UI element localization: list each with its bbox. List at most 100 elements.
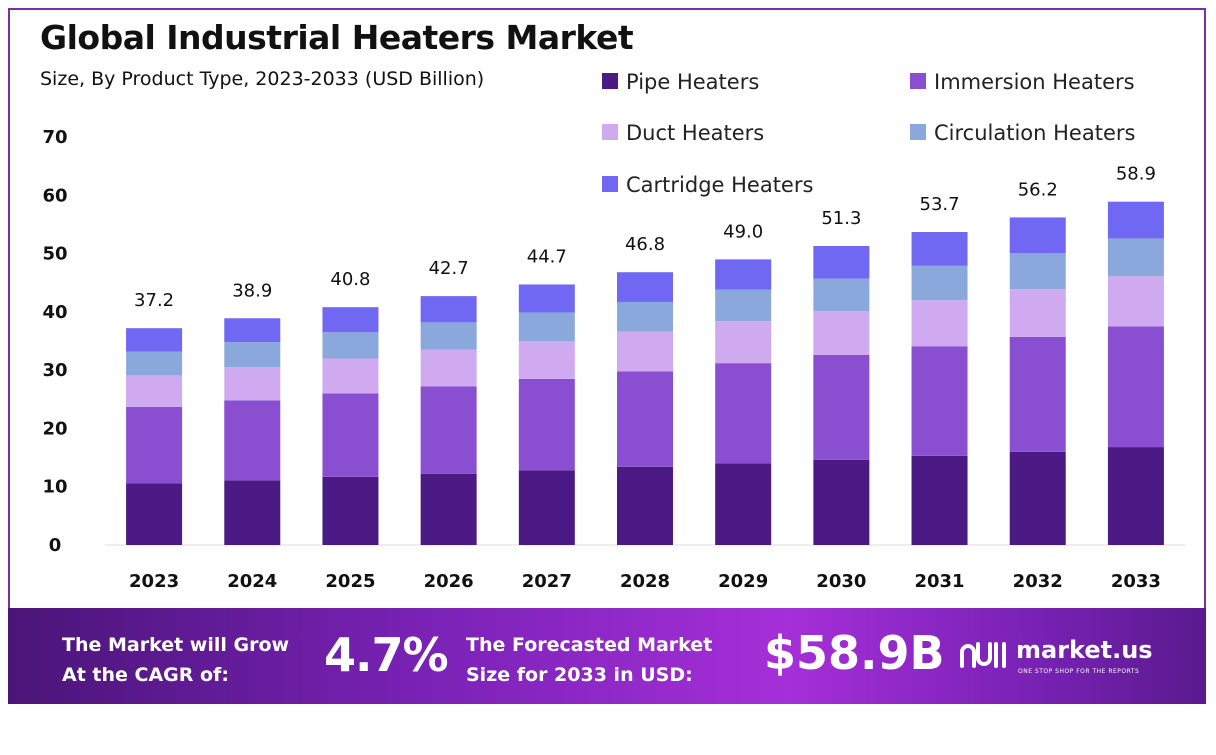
bar-segment-immersion-heaters — [617, 371, 673, 467]
bar-segment-cartridge-heaters — [420, 296, 477, 323]
bar-total-label: 53.7 — [920, 194, 960, 215]
bar-segment-cartridge-heaters — [1009, 217, 1066, 253]
bar-segment-cartridge-heaters — [518, 284, 575, 313]
bar-segment-circulation-heaters — [1009, 252, 1066, 290]
y-tick-label: 40 — [42, 302, 67, 323]
bar-total-label: 38.9 — [232, 280, 272, 301]
bar-segment-pipe-heaters — [1009, 451, 1066, 545]
market-us-logo-icon — [960, 642, 1006, 668]
bar-segment-immersion-heaters — [224, 400, 281, 481]
bar-total-label: 58.9 — [1116, 164, 1156, 185]
x-tick-label: 2031 — [914, 571, 964, 592]
legend-swatch — [910, 124, 926, 140]
legend-label: Circulation Heaters — [934, 121, 1135, 145]
bar-segment-circulation-heaters — [224, 342, 281, 368]
bar-segment-immersion-heaters — [322, 393, 379, 477]
bar-segment-circulation-heaters — [715, 289, 772, 322]
bar-segment-duct-heaters — [420, 349, 477, 387]
bar-segment-duct-heaters — [911, 300, 968, 347]
cagr-label-line1: The Market will Grow — [62, 634, 290, 656]
legend-label: Immersion Heaters — [934, 70, 1135, 94]
y-tick-label: 50 — [42, 244, 67, 265]
logo-text: market.us — [1016, 636, 1153, 664]
x-tick-label: 2028 — [620, 571, 670, 592]
x-tick-label: 2027 — [522, 571, 572, 592]
x-tick-label: 2023 — [129, 571, 179, 592]
bar-segment-circulation-heaters — [518, 312, 575, 341]
bar-total-label: 46.8 — [625, 234, 665, 255]
bar-segment-duct-heaters — [813, 311, 870, 355]
x-tick-label: 2032 — [1013, 571, 1063, 592]
bar-segment-cartridge-heaters — [322, 307, 379, 333]
cagr-label: The Market will Grow At the CAGR of: — [62, 630, 332, 690]
bar-segment-duct-heaters — [322, 358, 379, 394]
bar-segment-immersion-heaters — [420, 386, 477, 474]
bar-segment-cartridge-heaters — [1107, 201, 1164, 239]
bar-segment-circulation-heaters — [813, 278, 870, 312]
bar-total-label: 49.0 — [723, 221, 763, 242]
bar-segment-duct-heaters — [1009, 289, 1066, 337]
bar-total-label: 56.2 — [1018, 179, 1058, 200]
stacked-bar-chart: 01020304050607037.2202338.9202440.820254… — [42, 70, 1185, 592]
bar-segment-circulation-heaters — [322, 332, 379, 359]
bar-segment-immersion-heaters — [126, 406, 183, 484]
bar-segment-pipe-heaters — [224, 480, 281, 545]
bar-segment-immersion-heaters — [1009, 336, 1066, 452]
summary-banner: The Market will Grow At the CAGR of: 4.7… — [8, 608, 1206, 704]
legend-swatch — [910, 73, 926, 89]
bar-segment-cartridge-heaters — [617, 272, 673, 302]
bar-segment-pipe-heaters — [518, 470, 575, 545]
forecast-label-line2: Size for 2033 in USD: — [466, 664, 693, 686]
y-tick-label: 10 — [42, 477, 67, 498]
bar-total-label: 44.7 — [527, 246, 567, 267]
bar-segment-pipe-heaters — [911, 455, 968, 545]
y-tick-label: 0 — [49, 535, 62, 556]
x-tick-label: 2030 — [816, 571, 866, 592]
bar-segment-cartridge-heaters — [126, 328, 183, 352]
bar-segment-immersion-heaters — [715, 363, 772, 464]
bar-segment-circulation-heaters — [617, 301, 673, 332]
bar-segment-immersion-heaters — [1107, 326, 1164, 448]
y-tick-label: 30 — [42, 360, 67, 381]
bar-segment-duct-heaters — [518, 341, 575, 379]
bar-segment-pipe-heaters — [715, 463, 772, 545]
bar-segment-pipe-heaters — [322, 476, 379, 545]
forecast-value: $58.9B — [764, 626, 945, 680]
bar-segment-circulation-heaters — [911, 265, 968, 301]
x-tick-label: 2026 — [424, 571, 474, 592]
bar-segment-cartridge-heaters — [911, 232, 968, 266]
bar-segment-pipe-heaters — [126, 483, 183, 545]
x-tick-label: 2029 — [718, 571, 768, 592]
bar-segment-duct-heaters — [224, 367, 281, 401]
bar-total-label: 37.2 — [134, 290, 174, 311]
bar-segment-pipe-heaters — [617, 466, 673, 545]
bar-segment-immersion-heaters — [518, 378, 575, 471]
bar-segment-circulation-heaters — [126, 351, 183, 376]
bar-segment-duct-heaters — [1107, 276, 1164, 327]
bar-segment-circulation-heaters — [420, 322, 477, 350]
legend-swatch — [602, 124, 618, 140]
forecast-label-line1: The Forecasted Market — [466, 634, 713, 656]
bar-total-label: 51.3 — [821, 208, 861, 229]
x-tick-label: 2033 — [1111, 571, 1161, 592]
x-tick-label: 2025 — [325, 571, 375, 592]
legend-label: Duct Heaters — [626, 121, 764, 145]
chart-title: Global Industrial Heaters Market — [40, 18, 634, 57]
chart-frame — [8, 8, 1206, 608]
market-us-logo[interactable]: market.us ONE STOP SHOP FOR THE REPORTS — [958, 634, 1198, 684]
legend-swatch — [602, 176, 618, 192]
bar-segment-immersion-heaters — [813, 354, 870, 460]
cagr-label-line2: At the CAGR of: — [62, 664, 229, 686]
y-tick-label: 60 — [42, 185, 67, 206]
bar-segment-pipe-heaters — [1107, 447, 1164, 545]
bar-total-label: 42.7 — [429, 258, 469, 279]
y-tick-label: 20 — [42, 418, 67, 439]
cagr-value: 4.7% — [324, 628, 449, 682]
bar-segment-duct-heaters — [617, 331, 673, 372]
bar-segment-circulation-heaters — [1107, 238, 1164, 277]
bar-total-label: 40.8 — [330, 269, 370, 290]
legend-swatch — [602, 73, 618, 89]
bar-segment-pipe-heaters — [420, 473, 477, 545]
bar-segment-duct-heaters — [715, 321, 772, 364]
forecast-label: The Forecasted Market Size for 2033 in U… — [466, 630, 776, 690]
